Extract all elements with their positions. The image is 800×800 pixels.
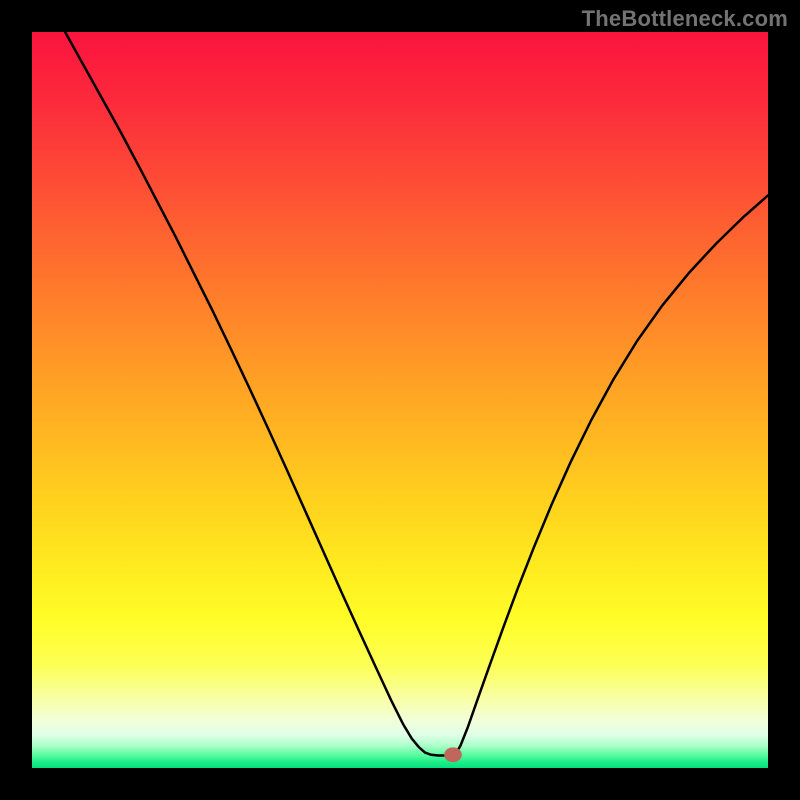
chart-frame: TheBottleneck.com [0, 0, 800, 800]
chart-background [32, 32, 768, 768]
minimum-marker [444, 747, 462, 762]
watermark-text: TheBottleneck.com [582, 6, 788, 32]
plot-area [32, 32, 768, 768]
chart-svg [32, 32, 768, 768]
